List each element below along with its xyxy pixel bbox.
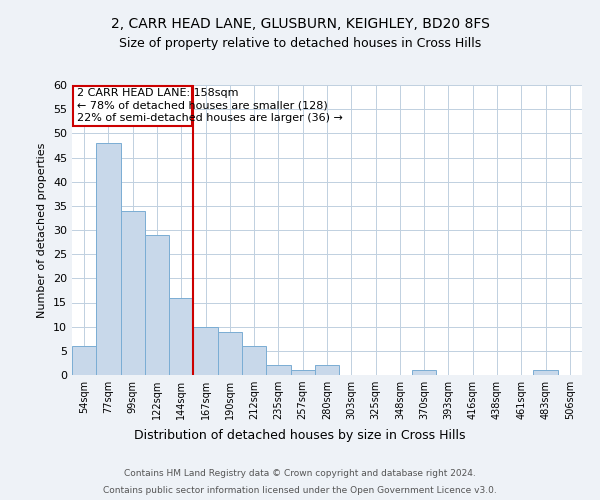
Bar [73, 86, 192, 126]
Bar [412, 370, 436, 375]
Bar [242, 346, 266, 375]
Text: Contains HM Land Registry data © Crown copyright and database right 2024.: Contains HM Land Registry data © Crown c… [124, 468, 476, 477]
Text: ← 78% of detached houses are smaller (128): ← 78% of detached houses are smaller (12… [77, 100, 328, 110]
Text: Size of property relative to detached houses in Cross Hills: Size of property relative to detached ho… [119, 38, 481, 51]
Bar [315, 366, 339, 375]
Bar [169, 298, 193, 375]
Text: 2 CARR HEAD LANE: 158sqm: 2 CARR HEAD LANE: 158sqm [77, 88, 238, 98]
Bar [266, 366, 290, 375]
Bar [96, 143, 121, 375]
Bar [121, 210, 145, 375]
Bar [533, 370, 558, 375]
Y-axis label: Number of detached properties: Number of detached properties [37, 142, 47, 318]
Bar [290, 370, 315, 375]
Bar [218, 332, 242, 375]
Text: Distribution of detached houses by size in Cross Hills: Distribution of detached houses by size … [134, 428, 466, 442]
Bar [72, 346, 96, 375]
Bar [193, 326, 218, 375]
Text: 22% of semi-detached houses are larger (36) →: 22% of semi-detached houses are larger (… [77, 113, 343, 123]
Bar [145, 235, 169, 375]
Text: Contains public sector information licensed under the Open Government Licence v3: Contains public sector information licen… [103, 486, 497, 495]
Text: 2, CARR HEAD LANE, GLUSBURN, KEIGHLEY, BD20 8FS: 2, CARR HEAD LANE, GLUSBURN, KEIGHLEY, B… [110, 18, 490, 32]
